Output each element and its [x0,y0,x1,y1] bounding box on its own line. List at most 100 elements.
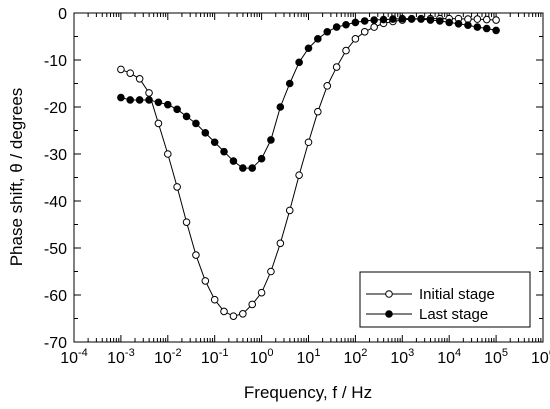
y-tick-label: -40 [44,194,67,211]
data-point [135,96,144,104]
data-point [154,98,163,107]
x-tick-label: 10-3 [107,347,135,367]
legend-marker [385,290,393,298]
data-point [192,251,200,259]
data-point [220,307,228,316]
data-point [182,112,191,121]
data-point [314,35,322,43]
data-point [248,164,257,172]
data-point [276,103,285,111]
data-point [267,267,275,276]
data-point [117,65,125,74]
data-point [454,20,463,28]
data-point [164,150,172,158]
data-point [482,15,491,24]
data-point [445,18,454,27]
y-tick-label: -50 [44,241,67,258]
data-point [464,21,472,30]
y-tick-label: -70 [44,335,67,352]
legend-entry: Last stage [366,306,488,323]
data-point [239,164,247,172]
data-point [332,23,341,31]
legend: Initial stage Last stage [359,271,531,328]
series-layer [117,14,500,320]
x-tick-label: 105 [484,347,508,367]
data-point [145,89,153,97]
data-point [417,15,425,23]
legend-entry: Initial stage [366,286,495,303]
x-tick-label: 103 [390,347,414,367]
data-point [473,23,482,31]
data-point [229,312,238,320]
data-point [173,105,181,114]
data-point [126,69,135,77]
y-tick-label: 0 [58,6,67,23]
data-point [182,218,191,226]
data-point [210,295,219,304]
data-point [154,119,163,128]
x-tick-label: 10-2 [154,347,182,367]
data-point [342,20,350,29]
data-point [332,63,341,71]
data-point [314,107,322,116]
data-point [351,18,360,27]
data-point [126,96,135,104]
y-tick-label: -10 [44,53,67,70]
data-point [164,100,172,109]
data-point [285,206,294,215]
data-point [482,24,491,33]
x-tick-label: 101 [297,347,321,367]
data-point [173,183,181,191]
data-point [229,157,238,165]
data-point [201,277,210,285]
x-tick-label: 100 [250,347,274,367]
legend-box [359,271,531,328]
data-point [379,15,388,24]
data-point [145,96,153,104]
data-point [370,16,378,24]
data-point [117,93,125,102]
data-point [248,300,257,309]
data-point [257,288,266,297]
data-point [257,154,266,163]
data-point [220,147,228,156]
y-tick-label: -60 [44,288,67,305]
x-tick-label: 106 [531,347,550,367]
legend-label: Initial stage [419,286,495,303]
x-tick-label: 104 [437,347,461,367]
x-axis-title: Frequency, f / Hz [244,383,372,402]
series-last-stage [117,14,500,172]
legend-marker [385,310,393,318]
axis-tick-labels: 10-4 10-3 10-2 10-1 100 101 102 103 104 105 106 0 -1… [44,6,550,367]
data-point [492,16,500,24]
legend-label: Last stage [419,306,488,323]
data-point [492,26,500,35]
data-point [436,17,444,25]
data-point [398,14,407,23]
data-point [201,129,210,137]
data-point [239,310,247,318]
y-axis-title: Phase shift, θ / degrees [7,88,26,267]
data-point [304,44,313,53]
y-tick-label: -20 [44,100,67,117]
x-tick-label: 10-1 [201,347,229,367]
data-point [323,28,332,36]
data-point [389,15,397,23]
data-point [285,79,294,88]
data-point [295,58,303,67]
data-point [210,138,219,147]
data-point [407,14,416,23]
data-point [267,136,275,144]
data-point [304,138,313,147]
data-point [473,15,482,23]
data-point [192,119,200,128]
data-point [370,23,378,31]
data-point [351,35,360,43]
data-point [342,46,350,55]
data-point [135,75,144,83]
data-point [360,28,369,36]
x-tick-label: 10-4 [60,347,88,367]
data-point [276,239,285,248]
x-tick-label: 102 [343,347,367,367]
data-point [360,17,369,25]
